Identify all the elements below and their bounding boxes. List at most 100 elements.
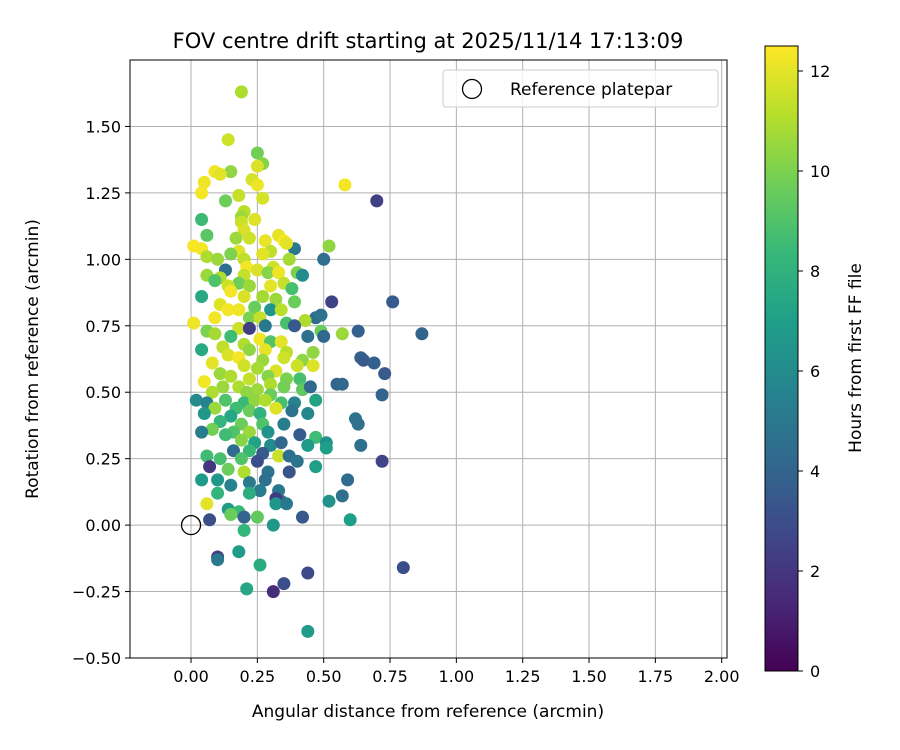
data-point [227,444,240,458]
data-point [375,388,389,402]
data-point [261,266,275,280]
data-point [224,284,238,298]
data-point [264,279,278,293]
data-point [224,478,238,492]
data-point [351,324,365,338]
data-point [237,359,251,373]
data-point [277,417,291,431]
y-tick-label: 0.75 [85,317,121,336]
data-point [187,316,201,330]
data-point [274,436,288,450]
data-point [232,189,246,202]
x-tick-label: 1.50 [571,667,607,686]
data-point [234,85,248,99]
data-point [221,462,235,476]
data-point [354,438,368,452]
data-point [253,332,267,346]
data-point [341,473,355,487]
data-point [237,523,251,537]
x-axis-ticks: 0.00 0.25 0.50 0.75 1.00 1.25 1.50 1.75 2.00 [173,658,740,686]
data-point [208,274,222,288]
data-point [219,428,232,442]
data-point [301,407,315,420]
data-point [325,295,339,309]
data-point [338,178,352,192]
data-point [309,460,323,474]
data-point [293,372,307,386]
data-point [269,292,283,306]
colorbar-tick-label: 6 [810,362,820,381]
y-tick-label: 0.25 [85,450,121,469]
data-point [219,393,232,407]
data-point [296,510,309,524]
data-point [253,558,267,572]
y-axis-ticks: −0.50 −0.25 0.00 0.25 0.50 0.75 1.00 1.25 1.50 [72,117,130,668]
reference-point [180,514,202,536]
data-point [205,356,219,370]
data-point [242,279,256,293]
data-point [240,582,254,596]
y-tick-label: −0.50 [72,649,121,668]
data-point [216,380,230,394]
y-tick-label: 1.25 [85,184,121,203]
data-point [221,133,235,147]
data-point [298,314,312,327]
colorbar-tick-label: 12 [810,62,830,81]
data-point [250,263,264,277]
data-point [242,372,256,386]
data-point [248,300,262,314]
data-point [264,377,278,391]
data-point [258,393,272,407]
data-point [229,231,243,245]
data-point [296,268,309,282]
data-point [250,361,264,375]
data-point [205,385,219,399]
data-point [250,454,264,468]
data-point [237,290,251,303]
y-tick-label: 0.00 [85,516,121,535]
data-point [256,290,270,303]
data-point [224,247,238,261]
y-tick-label: 1.00 [85,250,121,269]
colorbar-tick-label: 10 [810,162,830,181]
data-point [317,329,331,343]
colorbar-tick-label: 0 [810,662,820,681]
y-tick-label: −0.25 [72,583,121,602]
data-point [213,167,227,181]
data-point [242,321,256,335]
data-point [288,295,301,309]
x-tick-label: 0.25 [240,667,276,686]
data-point [211,486,225,500]
data-point [322,494,336,508]
colorbar: 0 2 4 6 8 10 12 Hours from first FF file [764,45,866,681]
data-point [258,473,272,487]
data-point [224,165,238,179]
data-point [250,510,264,524]
data-point [213,415,227,428]
data-point [232,276,246,290]
data-point [248,213,262,226]
data-point [232,321,246,335]
data-point [248,393,262,407]
data-point [282,252,296,266]
data-point [195,473,209,487]
data-point [224,409,238,423]
data-point [280,497,293,511]
x-tick-label: 1.25 [505,667,541,686]
data-point [242,404,256,418]
data-point [317,252,331,266]
data-point [378,367,392,381]
data-point [303,380,317,394]
legend-entry-reference-platepar: Reference platepar [510,80,672,100]
x-tick-label: 2.00 [704,667,740,686]
data-point [213,367,227,381]
data-point [261,425,275,439]
x-tick-label: 1.75 [638,667,674,686]
data-point [224,508,238,521]
data-point [205,422,219,436]
data-point [250,146,264,160]
data-point [242,476,256,490]
data-point [195,186,209,200]
colorbar-tick-label: 8 [810,262,820,281]
